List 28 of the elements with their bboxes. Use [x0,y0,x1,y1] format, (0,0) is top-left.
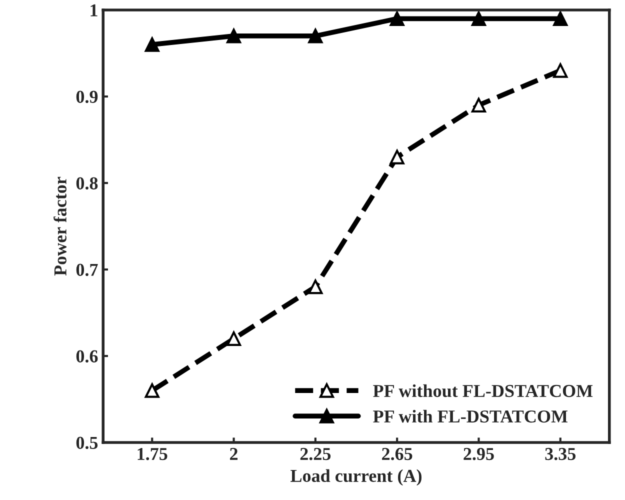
point [144,383,160,398]
y-tick-label: 0.9 [76,90,98,104]
point [226,331,242,346]
y-tick-label: 0.7 [76,264,98,276]
legend-label: PF without FL-DSTATCOM [373,384,593,398]
point [308,280,323,294]
legend-label: PF with FL-DSTATCOM [373,410,568,423]
point [308,28,323,44]
point [226,28,242,44]
point [471,11,486,26]
x-tick-label: 2.65 [382,448,412,460]
y-tick-label: 0.8 [76,177,98,190]
y-tick-label: 1 [90,4,98,16]
point [144,37,160,52]
point [390,150,404,164]
x-tick-label: 2.95 [464,448,494,460]
point [553,63,568,78]
y-axis-title: Power factor [54,176,66,276]
point [553,11,568,26]
y-tick-label: 0.6 [76,350,98,363]
x-tick-label: 2 [230,448,238,460]
point [471,98,486,112]
x-tick-label: 1.75 [138,448,168,460]
point [390,11,404,26]
x-tick-label: 3.35 [545,448,576,460]
x-axis-title: Load current (A) [290,469,422,486]
y-tick-label: 0.5 [76,436,98,450]
x-tick-label: 2.25 [300,448,331,460]
